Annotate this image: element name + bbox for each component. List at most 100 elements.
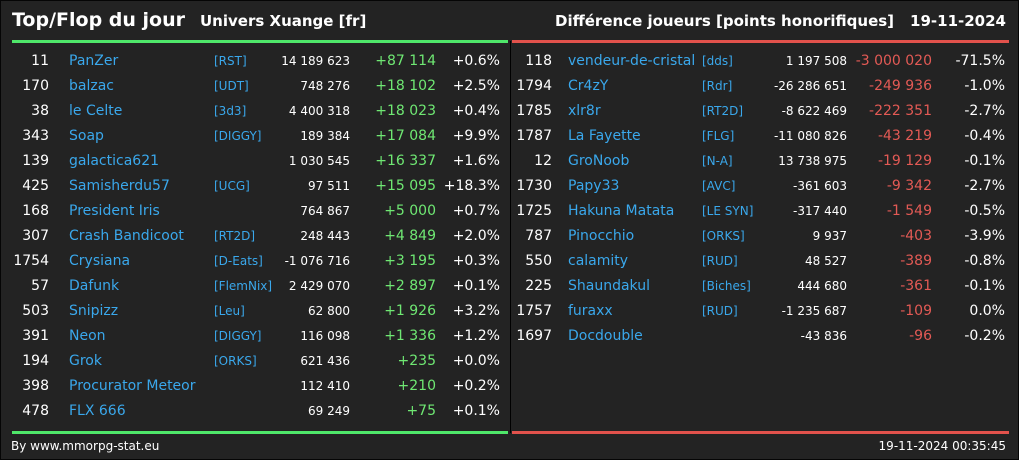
top-points: 621 436 xyxy=(300,354,350,368)
top-rank: 1754 xyxy=(13,253,49,269)
flop-player-name[interactable]: La Fayette xyxy=(568,128,641,144)
top-player-name[interactable]: galactica621 xyxy=(69,153,160,169)
flop-diff: -361 xyxy=(900,278,932,294)
flop-player-name[interactable]: GroNoob xyxy=(568,153,630,169)
flop-alliance[interactable]: [dds] xyxy=(702,54,733,68)
top-rank: 478 xyxy=(22,403,49,419)
top-points: 1 030 545 xyxy=(288,154,350,168)
top-rank: 343 xyxy=(22,128,49,144)
flop-points: 444 680 xyxy=(797,279,847,293)
top-player-name[interactable]: Grok xyxy=(69,353,102,369)
footer-timestamp: 19-11-2024 00:35:45 xyxy=(878,439,1006,453)
top-alliance[interactable]: [RST] xyxy=(214,54,247,68)
top-player-name[interactable]: PanZer xyxy=(69,53,119,69)
top-alliance[interactable]: [ORKS] xyxy=(214,354,257,368)
top-player-name[interactable]: Procurator Meteor xyxy=(69,378,196,394)
flop-row: 225 Shaundakul [Biches] 444 680 -361 -0.1% xyxy=(511,274,1019,299)
flop-row: 550 calamity [RUD] 48 527 -389 -0.8% xyxy=(511,249,1019,274)
flop-rank: 225 xyxy=(525,278,552,294)
flop-alliance[interactable]: [N-A] xyxy=(702,154,733,168)
top-player-name[interactable]: Soap xyxy=(69,128,104,144)
flop-alliance[interactable]: [LE SYN] xyxy=(702,204,754,218)
flop-rank: 550 xyxy=(525,253,552,269)
flop-player-name[interactable]: Papy33 xyxy=(568,178,620,194)
top-alliance[interactable]: [DIGGY] xyxy=(214,129,262,143)
flop-player-name[interactable]: Shaundakul xyxy=(568,278,650,294)
universe-label: Univers Xuange [fr] xyxy=(200,12,367,30)
top-row: 11 PanZer [RST] 14 189 623 +87 114 +0.6% xyxy=(1,49,510,74)
flop-player-name[interactable]: Cr4zY xyxy=(568,78,609,94)
top-player-name[interactable]: Samisherdu57 xyxy=(69,178,170,194)
top-row: 391 Neon [DIGGY] 116 098 +1 336 +1.2% xyxy=(1,324,510,349)
flop-player-name[interactable]: furaxx xyxy=(568,303,613,319)
flop-player-name[interactable]: Hakuna Matata xyxy=(568,203,675,219)
top-pct: +9.9% xyxy=(452,128,500,144)
top-diff: +1 336 xyxy=(384,328,436,344)
top-alliance[interactable]: [FlemNix] xyxy=(214,279,273,293)
top-player-name[interactable]: balzac xyxy=(69,78,114,94)
top-rank: 503 xyxy=(22,303,49,319)
top-alliance[interactable]: [UDT] xyxy=(214,79,249,93)
top-player-name[interactable]: FLX 666 xyxy=(69,403,126,419)
top-player-name[interactable]: Neon xyxy=(69,328,106,344)
flop-diff: -389 xyxy=(900,253,932,269)
top-alliance[interactable]: [UCG] xyxy=(214,179,250,193)
flop-alliance[interactable]: [RUD] xyxy=(702,304,738,318)
flop-player-name[interactable]: calamity xyxy=(568,253,629,269)
top-player-name[interactable]: Snipizz xyxy=(69,303,119,319)
top-alliance[interactable]: [3d3] xyxy=(214,104,247,118)
top-row: 170 balzac [UDT] 748 276 +18 102 +2.5% xyxy=(1,74,510,99)
top-points: 4 400 318 xyxy=(288,104,350,118)
top-player-name[interactable]: President Iris xyxy=(69,203,160,219)
subject-label: Différence joueurs [points honorifiques] xyxy=(555,12,895,30)
top-row: 503 Snipizz [Leu] 62 800 +1 926 +3.2% xyxy=(1,299,510,324)
flop-row: 1794 Cr4zY [Rdr] -26 286 651 -249 936 -1.0% xyxy=(511,74,1019,99)
top-diff: +1 926 xyxy=(384,303,436,319)
flop-player-name[interactable]: Pinocchio xyxy=(568,228,635,244)
top-row: 57 Dafunk [FlemNix] 2 429 070 +2 897 +0.1% xyxy=(1,274,510,299)
flop-diff: -96 xyxy=(909,328,932,344)
flop-alliance[interactable]: [FLG] xyxy=(702,129,735,143)
flop-pct: -0.1% xyxy=(964,278,1005,294)
flop-alliance[interactable]: [ORKS] xyxy=(702,229,745,243)
top-player-name[interactable]: Crash Bandicoot xyxy=(69,228,184,244)
top-diff: +4 849 xyxy=(384,228,436,244)
flop-points: -317 440 xyxy=(793,204,847,218)
top-pct: +1.6% xyxy=(452,153,500,169)
top-alliance[interactable]: [DIGGY] xyxy=(214,329,262,343)
flop-diff: -19 129 xyxy=(877,153,932,169)
flop-alliance[interactable]: [RUD] xyxy=(702,254,738,268)
top-alliance[interactable]: [Leu] xyxy=(214,304,245,318)
top-bottom-bar xyxy=(12,431,508,434)
top-pct: +1.2% xyxy=(452,328,500,344)
top-rank: 425 xyxy=(22,178,49,194)
top-player-name[interactable]: le Celte xyxy=(69,103,123,119)
top-diff: +16 337 xyxy=(375,153,436,169)
top-alliance[interactable]: [D-Eats] xyxy=(214,254,263,268)
top-row: 398 Procurator Meteor 112 410 +210 +0.2% xyxy=(1,374,510,399)
header-date: 19-11-2024 xyxy=(910,12,1006,30)
flop-alliance[interactable]: [Biches] xyxy=(702,279,751,293)
flop-player-name[interactable]: xlr8r xyxy=(568,103,601,119)
top-points: 2 429 070 xyxy=(288,279,350,293)
flop-player-name[interactable]: vendeur-de-cristal xyxy=(568,53,696,69)
flop-alliance[interactable]: [AVC] xyxy=(702,179,736,193)
top-player-name[interactable]: Crysiana xyxy=(69,253,131,269)
top-pct: +0.4% xyxy=(452,103,500,119)
flop-rank: 787 xyxy=(525,228,552,244)
flop-player-name[interactable]: Docdouble xyxy=(568,328,643,344)
top-diff: +3 195 xyxy=(384,253,436,269)
top-player-name[interactable]: Dafunk xyxy=(69,278,120,294)
flop-diff: -222 351 xyxy=(869,103,932,119)
flop-rank: 1794 xyxy=(516,78,552,94)
top-points: 62 800 xyxy=(308,304,350,318)
flop-alliance[interactable]: [RT2D] xyxy=(702,104,744,118)
top-points: 764 867 xyxy=(300,204,350,218)
top-points: 69 249 xyxy=(308,404,350,418)
top-row: 343 Soap [DIGGY] 189 384 +17 084 +9.9% xyxy=(1,124,510,149)
header-left: Top/Flop du jour Univers Xuange [fr] xyxy=(12,9,366,31)
flop-diff: -109 xyxy=(900,303,932,319)
top-alliance[interactable]: [RT2D] xyxy=(214,229,256,243)
flop-pct: 0.0% xyxy=(969,303,1005,319)
flop-alliance[interactable]: [Rdr] xyxy=(702,79,733,93)
